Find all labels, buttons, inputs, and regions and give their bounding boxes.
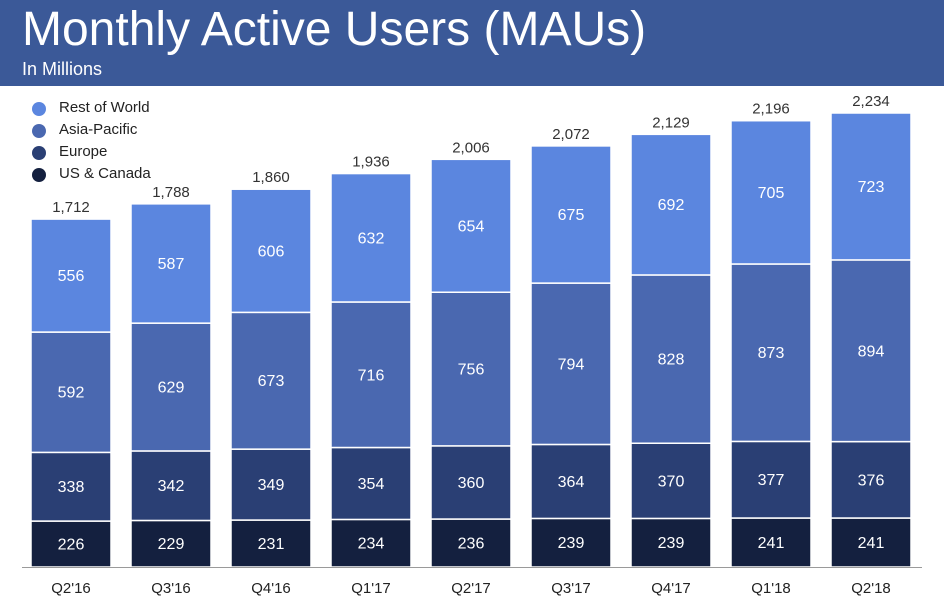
data-label: 338 — [58, 479, 85, 496]
bar-segment-europe — [830, 440, 912, 519]
bar-segment-rest-of-world — [30, 218, 112, 333]
data-label: 226 — [58, 537, 85, 554]
chart-subtitle: In Millions — [22, 59, 103, 79]
data-label: 756 — [458, 362, 485, 379]
x-tick-label: Q3'16 — [151, 580, 191, 597]
data-label: 723 — [858, 179, 885, 196]
total-label: 1,788 — [152, 184, 190, 201]
legend-label: Asia-Pacific — [59, 121, 138, 138]
bar-segment-europe — [330, 446, 412, 521]
bar-segment-us-canada — [830, 517, 912, 568]
x-tick-label: Q1'18 — [751, 580, 791, 597]
data-label: 364 — [558, 474, 585, 491]
data-label: 370 — [658, 473, 685, 490]
bar-segment-rest-of-world — [630, 133, 712, 276]
data-label: 606 — [258, 243, 285, 260]
data-label: 654 — [458, 218, 485, 235]
data-label: 349 — [258, 477, 285, 494]
bar-segment-asia-pacific — [330, 301, 412, 449]
data-label: 894 — [858, 343, 885, 360]
total-label: 2,072 — [552, 126, 590, 143]
bar-segment-asia-pacific — [630, 274, 712, 444]
total-label: 2,129 — [652, 114, 690, 131]
total-label: 1,936 — [352, 154, 390, 171]
total-label: 2,006 — [452, 139, 490, 156]
chart-title: Monthly Active Users (MAUs) — [22, 3, 647, 56]
bar-segment-europe — [130, 450, 212, 522]
data-label: 241 — [758, 535, 785, 552]
legend-label: US & Canada — [59, 165, 151, 182]
bar-segment-asia-pacific — [730, 263, 812, 443]
total-label: 1,712 — [52, 199, 90, 216]
bar-segment-europe — [430, 445, 512, 520]
bar-segment-asia-pacific — [130, 322, 212, 452]
data-label: 234 — [358, 536, 385, 553]
data-label: 241 — [858, 535, 885, 552]
bar-segment-europe — [530, 443, 612, 520]
data-label: 632 — [358, 230, 385, 247]
bar-segment-us-canada — [430, 518, 512, 568]
data-label: 587 — [158, 256, 185, 273]
data-label: 236 — [458, 536, 485, 553]
header-bar — [0, 0, 944, 86]
legend-item-rest-of-world: Rest of World — [32, 98, 232, 120]
data-label: 592 — [58, 385, 85, 402]
legend-dot-icon — [32, 146, 46, 160]
data-label: 376 — [858, 472, 885, 489]
bar-segment-asia-pacific — [530, 282, 612, 446]
x-tick-label: Q2'17 — [451, 580, 491, 597]
bar-segment-rest-of-world — [330, 172, 412, 303]
legend-label: Rest of World — [59, 99, 150, 116]
data-label: 360 — [458, 475, 485, 492]
data-label: 231 — [258, 536, 285, 553]
x-tick-label: Q4'17 — [651, 580, 691, 597]
bar-segment-europe — [730, 440, 812, 519]
legend-item-europe: Europe — [32, 142, 232, 164]
data-label: 716 — [358, 367, 385, 384]
legend-label: Europe — [59, 143, 108, 160]
data-label: 342 — [158, 478, 185, 495]
total-label: 2,234 — [852, 93, 890, 110]
legend-item-asia-pacific: Asia-Pacific — [32, 120, 232, 142]
data-label: 673 — [258, 373, 285, 390]
total-label: 1,860 — [252, 169, 290, 186]
data-label: 629 — [158, 380, 185, 397]
data-label: 229 — [158, 536, 185, 553]
data-label: 794 — [558, 356, 585, 373]
bar-segment-europe — [30, 451, 112, 522]
data-label: 692 — [658, 197, 685, 214]
legend-dot-icon — [32, 168, 46, 182]
data-label: 239 — [658, 535, 685, 552]
bar-segment-rest-of-world — [730, 119, 812, 265]
data-label: 239 — [558, 535, 585, 552]
bar-segment-europe — [630, 442, 712, 520]
x-tick-label: Q4'16 — [251, 580, 291, 597]
x-tick-label: Q3'17 — [551, 580, 591, 597]
data-label: 705 — [758, 185, 785, 202]
total-label: 2,196 — [752, 101, 790, 118]
bar-segment-asia-pacific — [830, 259, 912, 443]
bar-segment-us-canada — [130, 519, 212, 568]
data-label: 377 — [758, 472, 785, 489]
data-label: 556 — [58, 268, 85, 285]
legend-dot-icon — [32, 124, 46, 138]
bar-segment-rest-of-world — [230, 188, 312, 314]
x-tick-label: Q2'18 — [851, 580, 891, 597]
legend-item-us-canada: US & Canada — [32, 164, 232, 186]
x-tick-label: Q2'16 — [51, 580, 91, 597]
legend-dot-icon — [32, 102, 46, 116]
bar-segment-europe — [230, 448, 312, 521]
bar-segment-rest-of-world — [530, 145, 612, 284]
x-tick-label: Q1'17 — [351, 580, 391, 597]
bar-segment-rest-of-world — [430, 158, 512, 293]
data-label: 873 — [758, 345, 785, 362]
legend: Rest of World Asia-Pacific Europe US & C… — [32, 98, 232, 186]
data-label: 354 — [358, 476, 385, 493]
bar-segment-rest-of-world — [130, 203, 212, 324]
data-label: 675 — [558, 207, 585, 224]
bar-segment-rest-of-world — [830, 112, 912, 261]
data-label: 828 — [658, 352, 685, 369]
